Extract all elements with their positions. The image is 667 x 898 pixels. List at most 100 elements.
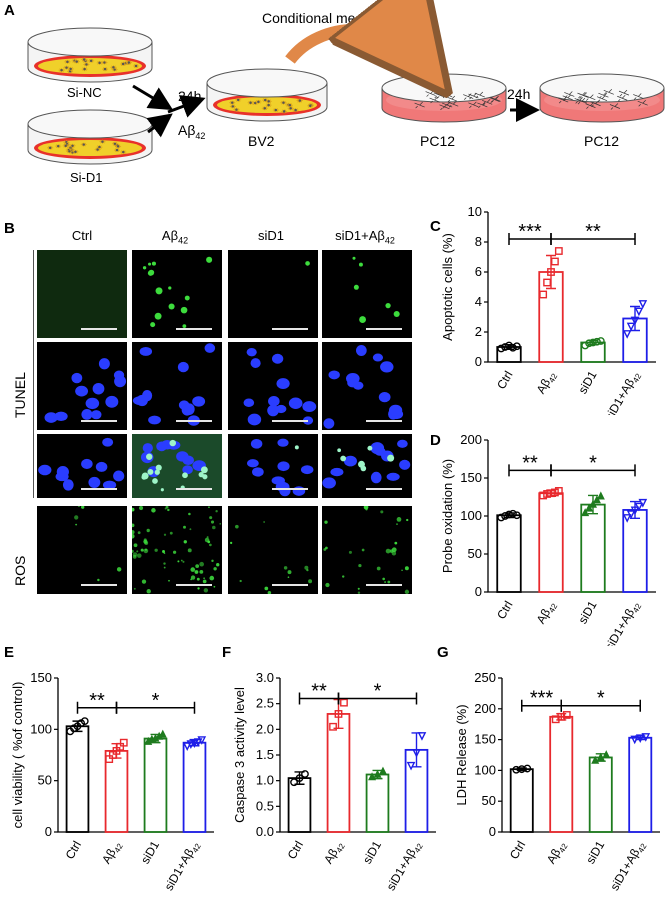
data-point [295, 774, 304, 783]
significance-stars: * [597, 688, 605, 710]
x-tick-label: Aβ42 [544, 838, 570, 867]
ros-signal [404, 566, 409, 571]
y-tick-label: 100 [30, 721, 52, 736]
x-tick-label: Aβ42 [534, 598, 560, 627]
microglia-nucleus [298, 99, 302, 102]
data-point [505, 341, 513, 350]
micrograph-dapi-abeta [132, 342, 222, 430]
dish-label-si-nc: Si-NC [67, 85, 102, 100]
tunel-positive-cell [151, 261, 156, 266]
ros-signal [210, 520, 215, 524]
nucleus [277, 438, 289, 447]
tunel-positive-cell [147, 468, 154, 475]
data-point [373, 769, 382, 778]
nucleus [38, 464, 52, 476]
microglia-nucleus [254, 101, 257, 105]
ros-signal [396, 517, 402, 522]
micrograph-image [132, 343, 216, 426]
y-tick-label: 8 [475, 234, 482, 249]
ros-signal [136, 550, 139, 553]
ros-signal [357, 591, 361, 594]
data-point [638, 300, 648, 309]
tunel-positive-cell [142, 266, 147, 270]
nucleus [184, 403, 195, 415]
microglia-nucleus [85, 63, 88, 66]
data-point [596, 491, 605, 500]
ros-signal [77, 506, 80, 508]
nucleus [192, 396, 206, 407]
data-point [505, 510, 513, 519]
dish-pc12-2 [539, 73, 665, 123]
scale-bar [272, 584, 308, 586]
ros-signal [387, 580, 391, 584]
microglia-nucleus [96, 148, 99, 151]
microglia-nucleus [71, 144, 74, 147]
chart-ldh-release: 0 50 100 150 200 250 LDH Release (%) Ctrl Aβ42 si… [454, 670, 660, 894]
data-point [638, 498, 648, 508]
nucleus [182, 465, 193, 475]
nucleus [277, 461, 290, 472]
ros-signal [213, 567, 217, 571]
data-point [497, 344, 506, 353]
data-point [406, 761, 416, 771]
panel-letter-b: B [4, 220, 15, 237]
x-tick-label: Ctrl [63, 839, 84, 862]
data-point [329, 722, 337, 731]
tunel-positive-cell [147, 270, 154, 276]
nucleus [243, 398, 255, 407]
nucleus [347, 378, 359, 388]
neuron-cell [618, 89, 630, 97]
ros-signal [139, 506, 144, 511]
microglia-nucleus [113, 142, 117, 145]
y-tick-label: 6 [475, 264, 482, 279]
micrograph-merge-abeta [132, 434, 222, 498]
neuron-cell [448, 100, 459, 108]
tunel-positive-cell [168, 303, 175, 310]
data-point [581, 341, 590, 350]
scale-bar [81, 420, 117, 422]
micrograph-image [132, 434, 222, 498]
nucleus [247, 413, 262, 426]
nucleus [386, 472, 400, 481]
nucleus [250, 358, 261, 369]
significance-stars: ** [311, 681, 327, 703]
microglia-nucleus [289, 107, 292, 110]
nucleus [323, 418, 335, 429]
scale-bar [81, 328, 117, 330]
microglia-nucleus [267, 100, 270, 103]
ros-signal [140, 548, 144, 552]
ros-signal [376, 566, 381, 571]
ros-signal [165, 506, 169, 509]
error-bar [546, 254, 556, 290]
microglia-nucleus [231, 105, 235, 108]
chart-apoptotic-cells: 0 2 4 6 8 10 Apoptotic cells (%) Ctrl Aβ42 siD1 si… [440, 204, 656, 415]
data-point [512, 765, 521, 774]
y-tick-label: 150 [474, 732, 496, 747]
nucleus [113, 370, 125, 380]
y-tick-label: 100 [474, 762, 496, 777]
ros-signal [325, 582, 330, 588]
ros-signal [396, 523, 398, 525]
micrograph-image [132, 506, 222, 594]
scale-bar [81, 584, 117, 586]
nucleus [81, 458, 93, 469]
data-point [340, 698, 348, 707]
column-title-sid1: siD1 [257, 228, 284, 243]
microglia-nucleus [82, 143, 85, 146]
ros-signal [143, 539, 148, 544]
data-point [497, 513, 506, 522]
significance-stars: *** [518, 221, 542, 243]
bar [622, 509, 648, 593]
significance-stars: *** [530, 688, 554, 710]
y-axis-label: cell viability ( %of control) [10, 682, 25, 829]
microglia-nucleus [64, 144, 67, 148]
micrograph-image [142, 256, 213, 328]
ros-signal [97, 578, 100, 582]
bar [509, 768, 534, 833]
microglia-nucleus [103, 67, 107, 71]
ros-signal [219, 523, 222, 525]
microglia-nucleus [121, 62, 125, 66]
microglia-nucleus [66, 60, 69, 64]
ros-signal [209, 516, 213, 520]
nucleus [399, 459, 411, 470]
